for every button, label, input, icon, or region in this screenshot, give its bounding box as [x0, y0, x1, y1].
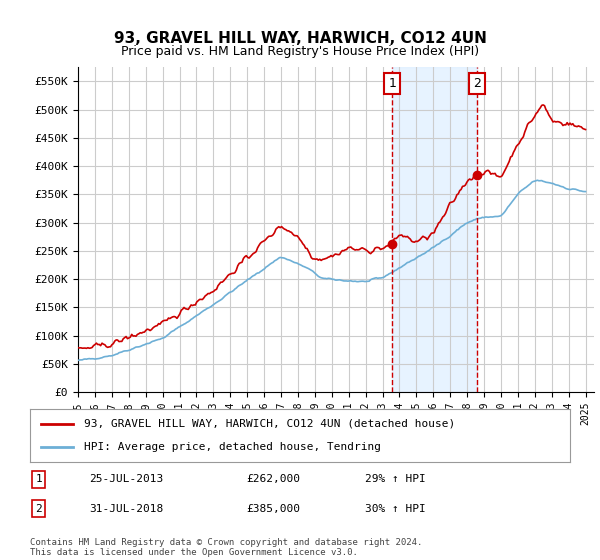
Text: Price paid vs. HM Land Registry's House Price Index (HPI): Price paid vs. HM Land Registry's House … — [121, 45, 479, 58]
Text: 93, GRAVEL HILL WAY, HARWICH, CO12 4UN: 93, GRAVEL HILL WAY, HARWICH, CO12 4UN — [113, 31, 487, 46]
Text: 1: 1 — [388, 77, 396, 90]
Text: 30% ↑ HPI: 30% ↑ HPI — [365, 504, 425, 514]
Text: 93, GRAVEL HILL WAY, HARWICH, CO12 4UN (detached house): 93, GRAVEL HILL WAY, HARWICH, CO12 4UN (… — [84, 419, 455, 429]
Text: £262,000: £262,000 — [246, 474, 300, 484]
Text: 29% ↑ HPI: 29% ↑ HPI — [365, 474, 425, 484]
Text: HPI: Average price, detached house, Tendring: HPI: Average price, detached house, Tend… — [84, 442, 381, 452]
Text: 1: 1 — [35, 474, 42, 484]
Text: 2: 2 — [35, 504, 42, 514]
Text: 25-JUL-2013: 25-JUL-2013 — [89, 474, 164, 484]
Text: 31-JUL-2018: 31-JUL-2018 — [89, 504, 164, 514]
Text: 2: 2 — [473, 77, 481, 90]
Text: Contains HM Land Registry data © Crown copyright and database right 2024.
This d: Contains HM Land Registry data © Crown c… — [30, 538, 422, 557]
Text: £385,000: £385,000 — [246, 504, 300, 514]
Bar — [392, 67, 477, 392]
